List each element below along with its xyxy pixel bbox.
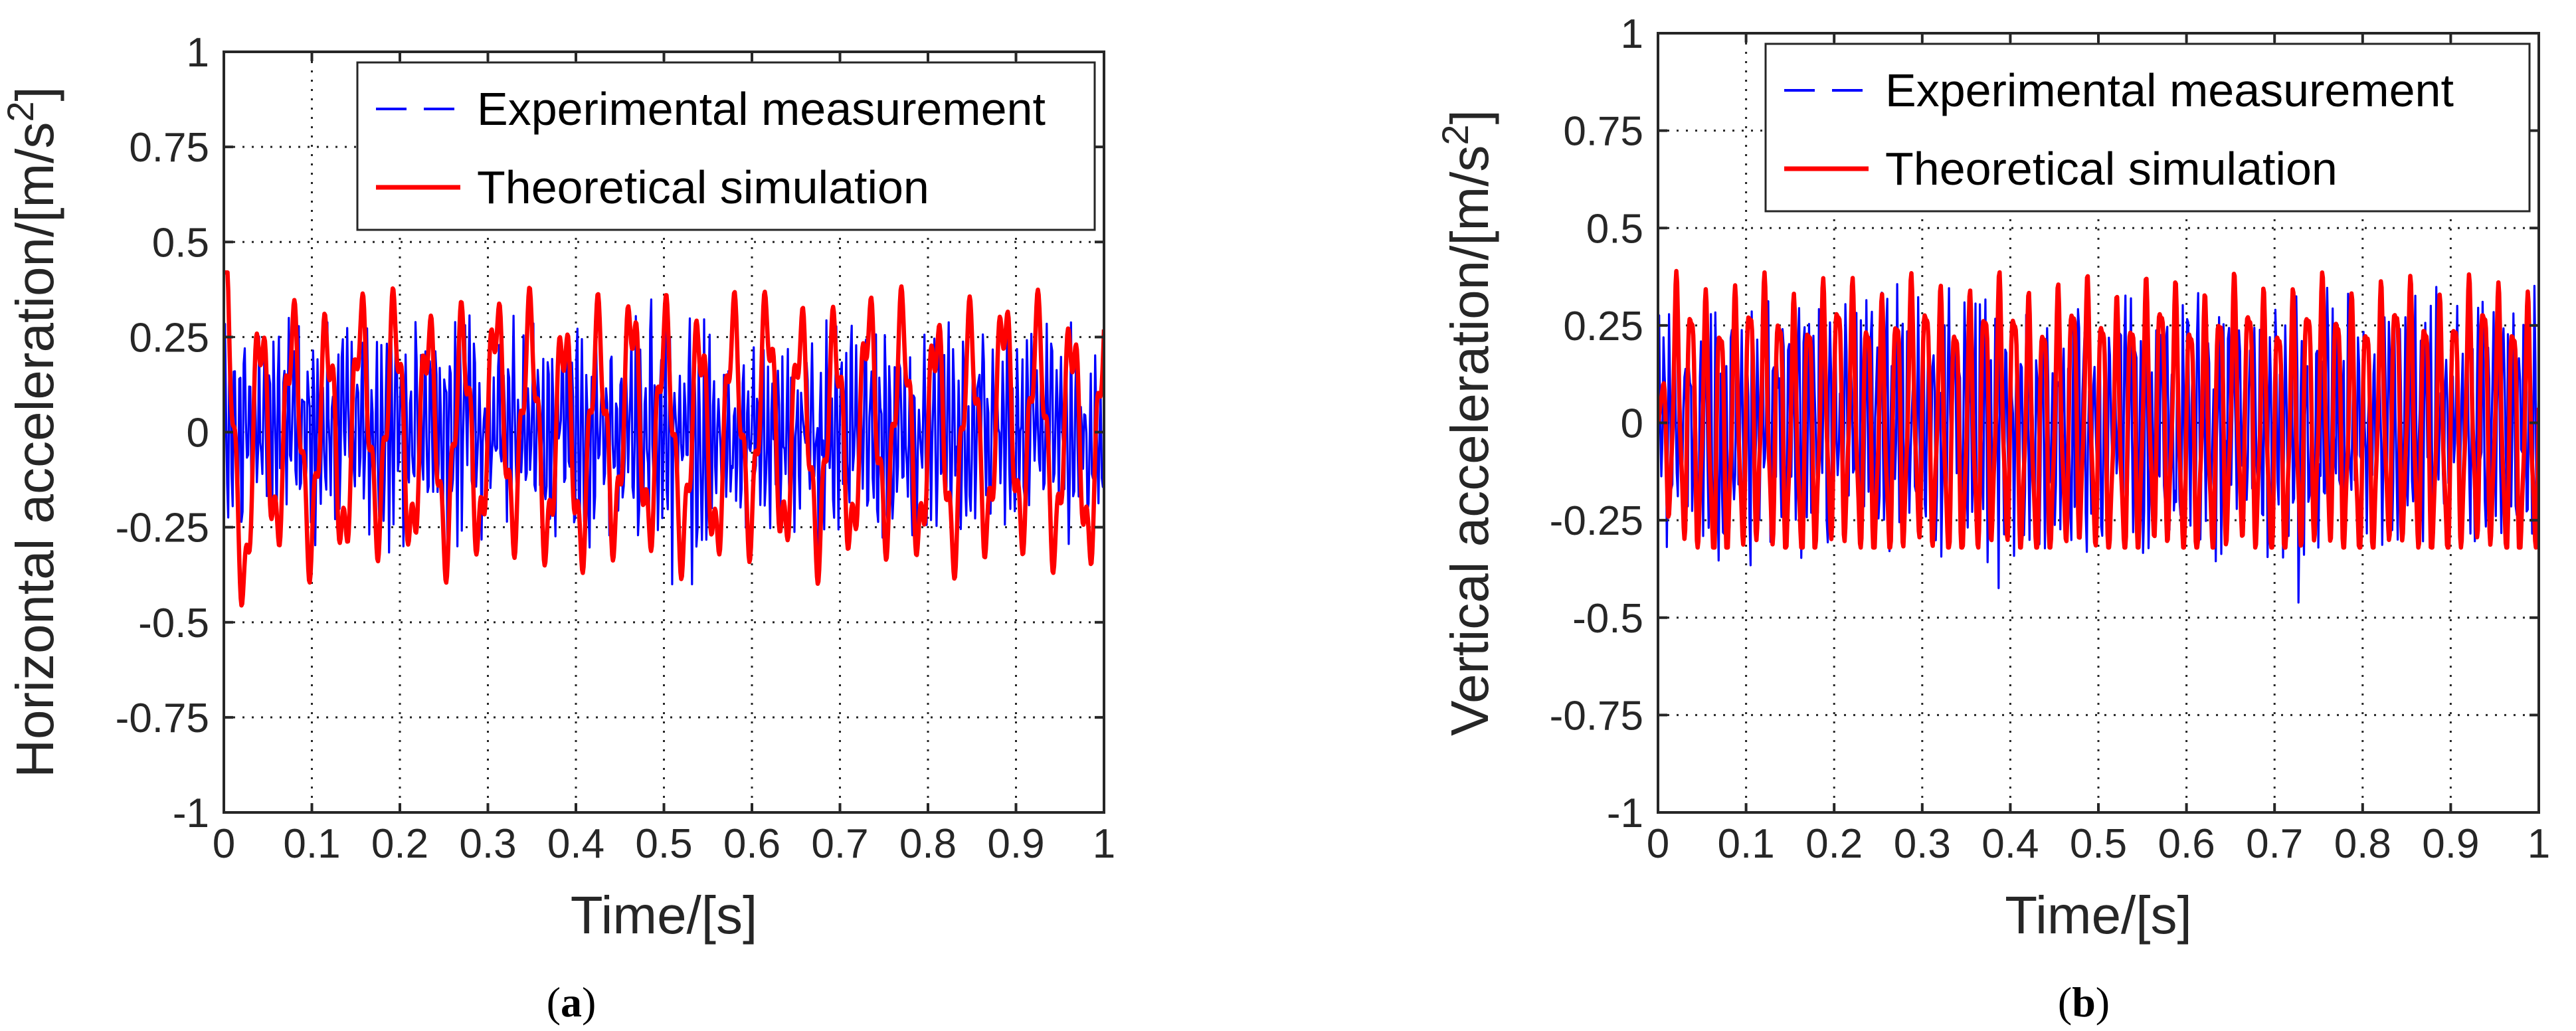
y-tick-label: 0.25 — [129, 315, 209, 361]
y-tick-label: 0.5 — [152, 220, 209, 266]
x-tick-label: 0 — [213, 821, 235, 867]
y-tick-label: -0.75 — [1550, 693, 1643, 739]
y-axis-label-text: Vertical acceleration/[m/s — [1440, 145, 1499, 736]
y-axis-label: Vertical acceleration/[m/s2] — [1434, 110, 1499, 736]
y-tick-label: 0.75 — [1563, 109, 1643, 155]
x-tick-label: 0.4 — [1981, 821, 2039, 867]
y-axis-label-suffix: ] — [1440, 110, 1499, 124]
x-axis-label: Time/[s] — [571, 886, 757, 945]
y-tick-label: 0.25 — [1563, 304, 1643, 349]
series-line-theoretical — [1658, 268, 2539, 550]
y-tick-label: -0.25 — [116, 506, 209, 551]
x-tick-label: 0.8 — [2334, 821, 2391, 867]
x-tick-label: 0.1 — [283, 821, 340, 867]
caption-letter: b — [2072, 979, 2096, 1026]
legend-label-theoretical: Theoretical simulation — [1885, 143, 2338, 195]
x-tick-label: 0.9 — [2422, 821, 2479, 867]
panel-caption: (b) — [2058, 979, 2110, 1026]
x-tick-label: 0.6 — [723, 821, 781, 867]
x-tick-label: 0.5 — [635, 821, 692, 867]
x-tick-label: 0.9 — [987, 821, 1044, 867]
y-tick-label: 1 — [1621, 11, 1643, 57]
y-tick-label: -0.5 — [1572, 596, 1643, 642]
y-axis-label: Horizontal acceleration/[m/s2] — [0, 86, 64, 777]
series-group — [1658, 268, 2539, 604]
x-tick-label: 0.1 — [1717, 821, 1774, 867]
x-tick-label: 0.6 — [2158, 821, 2215, 867]
y-tick-label: -1 — [173, 791, 209, 836]
x-tick-label: 1 — [1093, 821, 1115, 867]
legend: Experimental measurement Theoretical simu… — [356, 61, 1096, 231]
x-tick-label: 0.5 — [2070, 821, 2127, 867]
y-tick-label: -0.75 — [116, 696, 209, 741]
x-tick-label: 0.2 — [371, 821, 428, 867]
y-tick-label: 0 — [187, 411, 209, 456]
x-tick-label: 0.2 — [1805, 821, 1863, 867]
x-tick-label: 0.3 — [1894, 821, 1951, 867]
x-tick-label: 1 — [2528, 821, 2550, 867]
y-tick-label: 0.75 — [129, 125, 209, 171]
y-tick-label: -0.5 — [138, 601, 209, 646]
x-tick-label: 0.4 — [547, 821, 604, 867]
y-axis-label-exponent: 2 — [0, 102, 41, 122]
y-tick-label: -1 — [1607, 791, 1643, 836]
legend-label-experimental: Experimental measurement — [477, 83, 1046, 135]
caption-open-paren: ( — [547, 979, 561, 1026]
x-tick-label: 0.8 — [899, 821, 957, 867]
legend-box — [356, 61, 1096, 231]
legend: Experimental measurement Theoretical simu… — [1764, 43, 2531, 213]
x-tick-label: 0.7 — [2246, 821, 2303, 867]
caption-open-paren: ( — [2058, 979, 2072, 1026]
x-tick-label: 0.3 — [459, 821, 516, 867]
series-line-theoretical — [224, 270, 1104, 608]
caption-close-paren: ) — [582, 979, 596, 1026]
x-tick-label: 0 — [1647, 821, 1669, 867]
y-axis-label-text: Horizontal acceleration/[m/s — [5, 122, 64, 778]
y-tick-label: -0.25 — [1550, 498, 1643, 544]
x-axis-label: Time/[s] — [2005, 886, 2191, 945]
panel-caption: (a) — [547, 979, 597, 1026]
y-axis-label-exponent: 2 — [1434, 124, 1476, 145]
legend-label-experimental: Experimental measurement — [1885, 64, 2454, 116]
y-tick-label: 1 — [187, 30, 209, 76]
caption-letter: a — [561, 979, 582, 1026]
chart-panel-b: 0 0.1 0.2 0.3 0.4 0.5 0.6 0.7 0.8 0.9 1 -1 -0.75 -0.5… — [1434, 11, 2550, 1026]
legend-box — [1764, 43, 2531, 213]
series-group — [224, 270, 1104, 608]
caption-close-paren: ) — [2096, 979, 2110, 1026]
y-tick-label: 0.5 — [1586, 206, 1643, 252]
chart-panel-a: 0 0.1 0.2 0.3 0.4 0.5 0.6 0.7 0.8 0.9 1 -1 -0.75 -0.5… — [0, 30, 1115, 1026]
legend-label-theoretical: Theoretical simulation — [477, 161, 929, 213]
y-axis-label-suffix: ] — [5, 86, 64, 101]
x-tick-label: 0.7 — [811, 821, 868, 867]
y-tick-label: 0 — [1621, 401, 1643, 447]
